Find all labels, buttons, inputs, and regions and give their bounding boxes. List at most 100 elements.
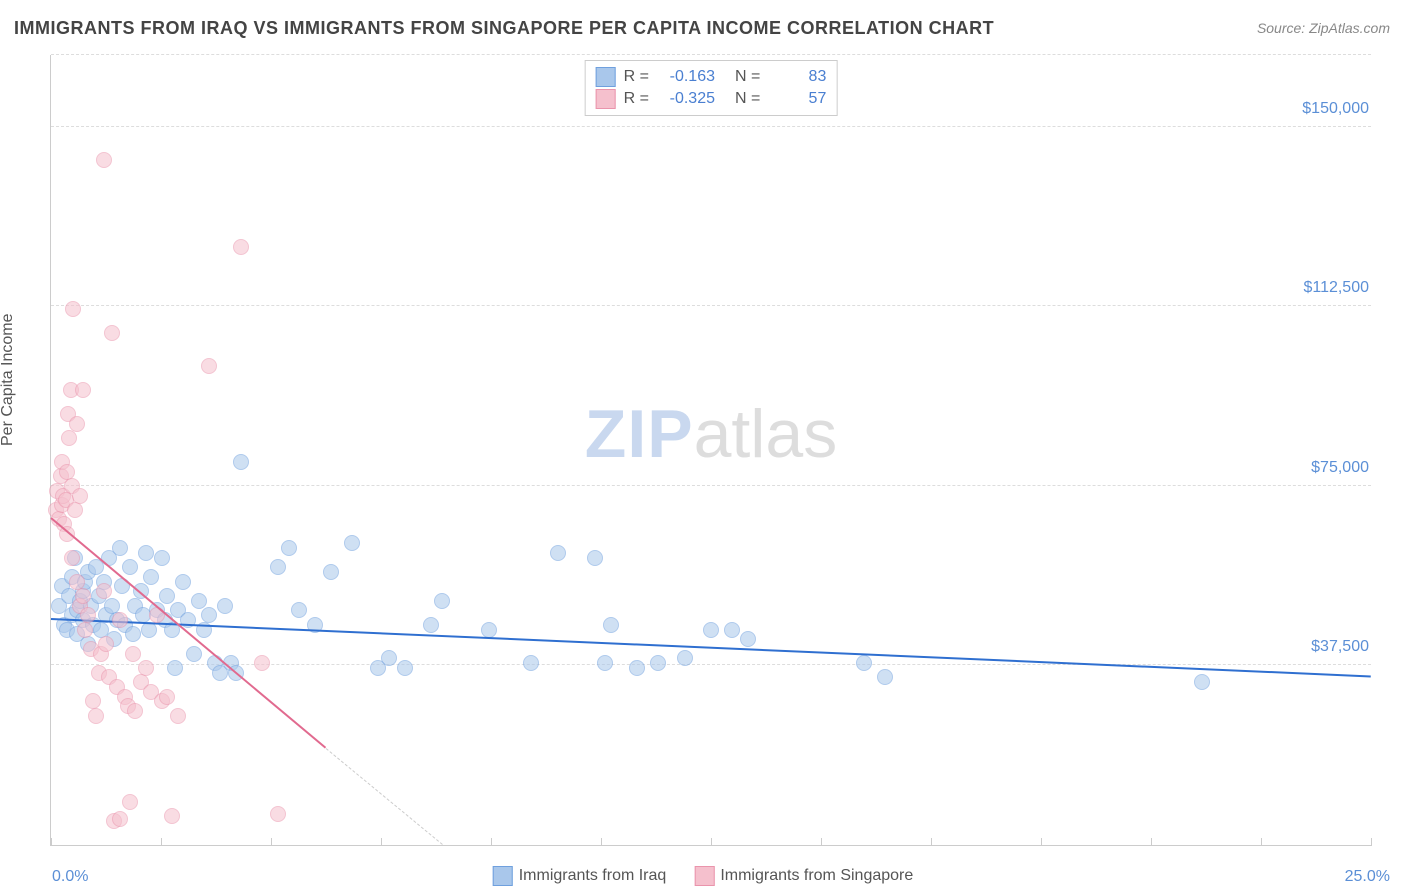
data-point — [1194, 674, 1210, 690]
y-tick-label: $150,000 — [1298, 100, 1373, 118]
data-point — [629, 660, 645, 676]
data-point — [481, 622, 497, 638]
data-point — [587, 550, 603, 566]
data-point — [381, 650, 397, 666]
gridline — [51, 664, 1371, 665]
data-point — [550, 545, 566, 561]
data-point — [201, 607, 217, 623]
gridline — [51, 305, 1371, 306]
data-point — [217, 598, 233, 614]
legend-swatch — [596, 67, 616, 87]
gridline — [51, 54, 1371, 55]
data-point — [75, 588, 91, 604]
legend-swatch — [596, 89, 616, 109]
data-point — [96, 583, 112, 599]
x-tick — [1151, 838, 1152, 846]
y-axis-label: Per Capita Income — [0, 313, 17, 446]
plot-area: ZIPatlas R = -0.163 N = 83 R = -0.325 N = 57 $3… — [50, 55, 1371, 846]
data-point — [677, 650, 693, 666]
stats-legend-box: R = -0.163 N = 83 R = -0.325 N = 57 — [585, 60, 838, 116]
x-tick — [51, 838, 52, 846]
data-point — [291, 602, 307, 618]
stats-row: R = -0.163 N = 83 — [596, 67, 827, 87]
data-point — [138, 545, 154, 561]
legend-label: Immigrants from Iraq — [519, 867, 667, 885]
data-point — [122, 559, 138, 575]
source-label: Source: ZipAtlas.com — [1257, 20, 1390, 36]
data-point — [201, 358, 217, 374]
legend-item: Immigrants from Singapore — [694, 866, 913, 886]
data-point — [67, 502, 83, 518]
data-point — [167, 660, 183, 676]
gridline — [51, 126, 1371, 127]
data-point — [104, 325, 120, 341]
gridline — [51, 485, 1371, 486]
x-tick — [161, 838, 162, 846]
stats-R-value: -0.325 — [657, 90, 715, 108]
data-point — [96, 152, 112, 168]
data-point — [233, 239, 249, 255]
legend-swatch — [694, 866, 714, 886]
data-point — [77, 622, 93, 638]
data-point — [112, 811, 128, 827]
bottom-legend: Immigrants from Iraq Immigrants from Sing… — [493, 866, 914, 886]
data-point — [88, 708, 104, 724]
data-point — [112, 612, 128, 628]
data-point — [75, 382, 91, 398]
stats-R-value: -0.163 — [657, 68, 715, 86]
x-tick — [1371, 838, 1372, 846]
trend-line — [325, 748, 442, 845]
data-point — [154, 550, 170, 566]
data-point — [170, 708, 186, 724]
x-tick — [1041, 838, 1042, 846]
data-point — [191, 593, 207, 609]
data-point — [65, 301, 81, 317]
x-tick — [821, 838, 822, 846]
data-point — [159, 588, 175, 604]
legend-swatch — [493, 866, 513, 886]
watermark-atlas: atlas — [694, 396, 838, 472]
x-axis-min-label: 0.0% — [52, 868, 88, 886]
data-point — [724, 622, 740, 638]
data-point — [597, 655, 613, 671]
data-point — [186, 646, 202, 662]
data-point — [740, 631, 756, 647]
chart-title: IMMIGRANTS FROM IRAQ VS IMMIGRANTS FROM … — [14, 18, 994, 39]
data-point — [434, 593, 450, 609]
data-point — [164, 808, 180, 824]
stats-R-label: R = — [624, 68, 649, 86]
y-tick-label: $75,000 — [1307, 459, 1373, 477]
stats-N-label: N = — [735, 90, 760, 108]
data-point — [98, 636, 114, 652]
x-axis-max-label: 25.0% — [1345, 868, 1390, 886]
y-tick-label: $37,500 — [1307, 638, 1373, 656]
x-tick — [601, 838, 602, 846]
data-point — [650, 655, 666, 671]
data-point — [270, 559, 286, 575]
data-point — [125, 646, 141, 662]
stats-N-label: N = — [735, 68, 760, 86]
data-point — [703, 622, 719, 638]
data-point — [138, 660, 154, 676]
data-point — [80, 607, 96, 623]
x-tick — [271, 838, 272, 846]
legend-label: Immigrants from Singapore — [720, 867, 913, 885]
data-point — [233, 454, 249, 470]
stats-R-label: R = — [624, 90, 649, 108]
stats-N-value: 83 — [768, 68, 826, 86]
x-tick — [931, 838, 932, 846]
data-point — [122, 794, 138, 810]
data-point — [127, 703, 143, 719]
data-point — [877, 669, 893, 685]
stats-N-value: 57 — [768, 90, 826, 108]
data-point — [423, 617, 439, 633]
watermark: ZIPatlas — [585, 395, 837, 473]
data-point — [523, 655, 539, 671]
data-point — [254, 655, 270, 671]
data-point — [72, 488, 88, 504]
data-point — [603, 617, 619, 633]
watermark-zip: ZIP — [585, 396, 694, 472]
data-point — [270, 806, 286, 822]
y-tick-label: $112,500 — [1299, 279, 1373, 297]
x-tick — [491, 838, 492, 846]
